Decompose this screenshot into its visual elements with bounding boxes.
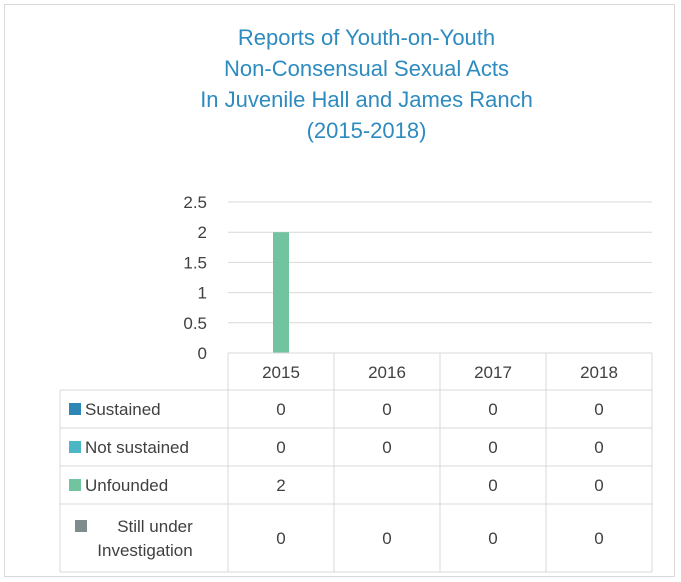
data-label: 0 xyxy=(488,476,497,495)
data-label: 0 xyxy=(382,438,391,457)
data-label: 0 xyxy=(382,400,391,419)
data-label: 0 xyxy=(594,400,603,419)
legend-entry: Unfounded xyxy=(85,476,168,495)
legend-key xyxy=(75,520,87,532)
y-tick-label: 1.5 xyxy=(183,253,207,272)
legend-entry: Not sustained xyxy=(85,438,189,457)
data-label: 0 xyxy=(382,529,391,548)
data-label: 0 xyxy=(488,438,497,457)
y-tick-label: 0 xyxy=(198,344,207,363)
data-label: 0 xyxy=(488,400,497,419)
category-label: 2015 xyxy=(262,363,300,382)
data-label: 0 xyxy=(594,529,603,548)
bar xyxy=(273,232,289,353)
data-label: 0 xyxy=(276,400,285,419)
y-tick-label: 1 xyxy=(198,284,207,303)
category-label: 2017 xyxy=(474,363,512,382)
y-tick-label: 0.5 xyxy=(183,314,207,333)
legend-entry: Investigation xyxy=(97,541,192,560)
data-label: 2 xyxy=(276,476,285,495)
y-tick-label: 2.5 xyxy=(183,193,207,212)
title-line-1: Reports of Youth-on-Youth xyxy=(237,25,496,50)
title-line-3: In Juvenile Hall and James Ranch xyxy=(200,87,533,112)
legend-key xyxy=(69,441,81,453)
title-line-4: (2015-2018) xyxy=(306,118,427,143)
data-label: 0 xyxy=(594,476,603,495)
legend-key xyxy=(69,479,81,491)
category-label: 2016 xyxy=(368,363,406,382)
category-label: 2018 xyxy=(580,363,618,382)
chart-frame xyxy=(4,4,675,577)
legend-entry: Sustained xyxy=(85,400,161,419)
chart-title: Reports of Youth-on-Youth Non-Consensual… xyxy=(0,22,681,146)
data-label: 0 xyxy=(276,438,285,457)
legend-entry: Still under xyxy=(117,517,193,536)
y-tick-label: 2 xyxy=(198,223,207,242)
data-label: 0 xyxy=(594,438,603,457)
legend-key xyxy=(69,403,81,415)
data-label: 0 xyxy=(276,529,285,548)
title-line-2: Non-Consensual Sexual Acts xyxy=(224,56,509,81)
data-label: 0 xyxy=(488,529,497,548)
